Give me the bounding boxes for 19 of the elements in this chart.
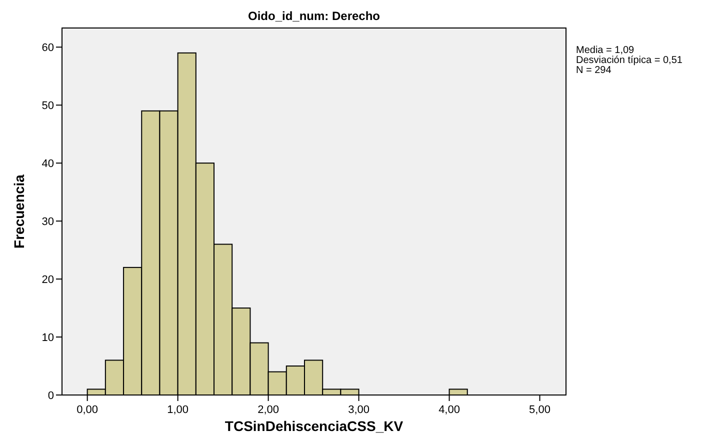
x-tick-label: 3,00 [348, 404, 370, 416]
y-axis-title: Frecuencia [11, 174, 27, 248]
y-tick-label: 60 [42, 42, 54, 54]
y-tick-label: 30 [42, 216, 54, 228]
y-tick-label: 40 [42, 158, 54, 170]
x-axis-title: TCSinDehiscenciaCSS_KV [224, 418, 404, 434]
x-tick-label: 4,00 [438, 404, 460, 416]
y-tick-label: 0 [48, 390, 54, 402]
x-tick-label: 0,00 [76, 404, 98, 416]
chart-title: Oido_id_num: Derecho [248, 9, 380, 23]
y-tick-label: 50 [42, 100, 54, 112]
y-tick-label: 20 [42, 274, 54, 286]
x-tick-label: 1,00 [167, 404, 189, 416]
text: Media = 1,09 [576, 45, 635, 56]
x-tick-label: 2,00 [258, 404, 280, 416]
text: Desviación típica = 0,51 [576, 55, 683, 66]
y-tick-label: 10 [42, 332, 54, 344]
x-tick-label: 5,00 [529, 404, 550, 416]
text: N = 294 [576, 65, 612, 76]
